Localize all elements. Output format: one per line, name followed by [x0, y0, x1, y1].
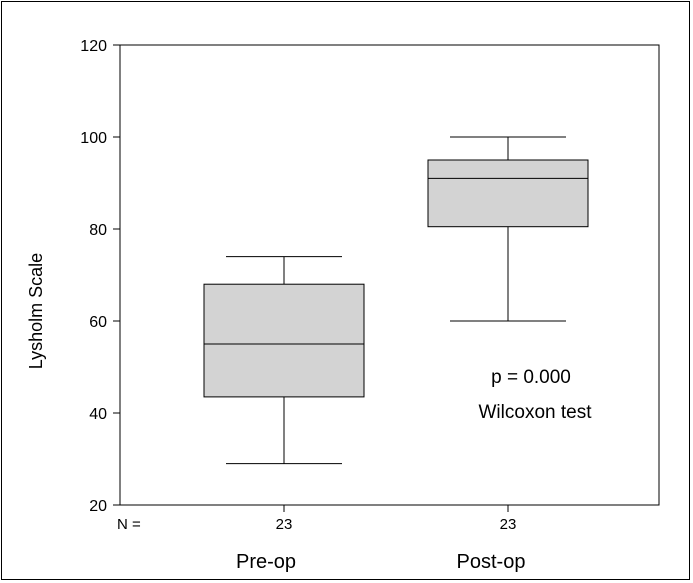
- box-iqr-post-op: [427, 159, 589, 228]
- category-label-post-op: Post-op: [457, 551, 526, 573]
- y-tick-label: 100: [80, 130, 107, 147]
- y-tick-label: 40: [89, 406, 107, 423]
- y-tick-label: 120: [80, 38, 107, 55]
- n-value-post-op: 23: [500, 516, 517, 533]
- y-axis-label: Lysholm Scale: [26, 253, 46, 369]
- n-value-pre-op: 23: [276, 516, 293, 533]
- p-value-annotation: p = 0.000: [491, 367, 571, 388]
- box-iqr-pre-op: [203, 283, 365, 398]
- plot-area: [119, 44, 660, 506]
- test-name-annotation: Wilcoxon test: [479, 402, 593, 423]
- y-axis-ticks: 20 40 60 80 100 120: [80, 38, 509, 515]
- category-label-pre-op: Pre-op: [236, 551, 296, 573]
- y-tick-label: 20: [89, 498, 107, 515]
- boxes: [203, 136, 589, 465]
- n-label: N =: [117, 516, 141, 533]
- y-tick-label: 60: [89, 314, 107, 331]
- y-tick-label: 80: [89, 222, 107, 239]
